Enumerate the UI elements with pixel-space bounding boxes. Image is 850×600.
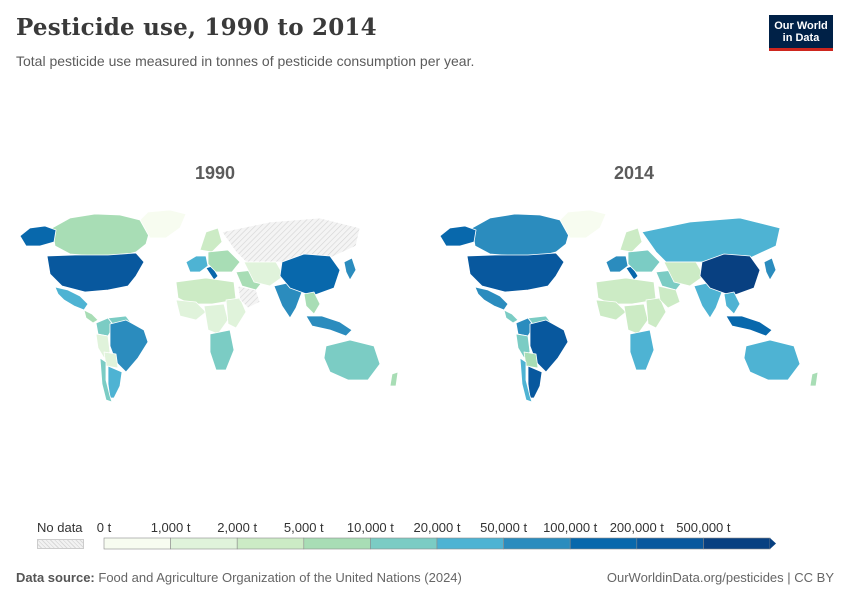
legend-label-9: 500,000 t: [676, 520, 731, 535]
region-2014-eastern-europe[interactable]: [627, 249, 661, 273]
region-2014-scandinavia[interactable]: [619, 227, 643, 253]
region-1990-central-america[interactable]: [83, 309, 99, 324]
legend-label-5: 20,000 t: [413, 520, 461, 535]
region-2014-central-asia[interactable]: [663, 261, 705, 287]
legend-arrow: [770, 538, 776, 549]
region-1990-brazil[interactable]: [109, 319, 149, 373]
region-1990-central-africa[interactable]: [203, 303, 229, 335]
legend-bin-2[interactable]: [236, 537, 305, 550]
region-2014-argentina[interactable]: [527, 365, 543, 399]
credit-link[interactable]: OurWorldinData.org/pesticides | CC BY: [606, 570, 834, 585]
region-1990-canada[interactable]: [51, 213, 151, 257]
region-1990-western-europe[interactable]: [185, 255, 209, 273]
region-1990-australia[interactable]: [323, 339, 381, 381]
region-2014-italy[interactable]: [625, 265, 639, 281]
region-1990-china[interactable]: [279, 253, 341, 297]
region-2014-southeast-asia[interactable]: [723, 291, 741, 315]
legend: [103, 537, 776, 550]
legend-bin-8[interactable]: [636, 537, 704, 550]
region-2014-western-europe[interactable]: [605, 255, 629, 273]
legend-label-0: 0 t: [96, 520, 112, 535]
legend-no-data-swatch[interactable]: [37, 539, 84, 549]
region-1990-united-states[interactable]: [46, 252, 145, 293]
region-1990-new-zealand[interactable]: [389, 371, 399, 387]
region-1990-alaska[interactable]: [19, 225, 57, 247]
region-2014-australia[interactable]: [743, 339, 801, 381]
legend-bin-0[interactable]: [103, 537, 171, 550]
region-1990-saudi-arabia[interactable]: [237, 285, 261, 309]
owid-logo[interactable]: Our World in Data: [769, 15, 833, 51]
map-1990: [19, 209, 399, 403]
region-2014-russia[interactable]: [641, 217, 781, 263]
region-1990-indonesia[interactable]: [305, 315, 353, 337]
region-1990-scandinavia[interactable]: [199, 227, 223, 253]
region-2014-greenland[interactable]: [559, 209, 607, 239]
region-1990-north-africa[interactable]: [175, 277, 237, 305]
region-1990-greenland[interactable]: [139, 209, 187, 239]
logo-line-2: in Data: [782, 32, 820, 44]
region-2014-japan[interactable]: [763, 257, 777, 281]
region-2014-new-zealand[interactable]: [809, 371, 819, 387]
region-1990-italy[interactable]: [205, 265, 219, 281]
legend-bin-4[interactable]: [370, 537, 438, 550]
chart-title: Pesticide use, 1990 to 2014: [16, 14, 377, 41]
region-1990-central-asia[interactable]: [243, 261, 285, 287]
region-1990-southeast-asia[interactable]: [303, 291, 321, 315]
region-1990-west-africa[interactable]: [175, 299, 207, 321]
data-source-text[interactable]: Food and Agriculture Organization of the…: [98, 570, 462, 585]
legend-no-data-label: No data: [37, 520, 83, 535]
legend-label-7: 100,000 t: [543, 520, 598, 535]
region-2014-saudi-arabia[interactable]: [657, 285, 681, 309]
region-2014-canada[interactable]: [471, 213, 571, 257]
region-1990-japan[interactable]: [343, 257, 357, 281]
region-2014-north-africa[interactable]: [595, 277, 657, 305]
legend-label-2: 2,000 t: [217, 520, 258, 535]
legend-label-1: 1,000 t: [150, 520, 191, 535]
region-1990-russia[interactable]: [221, 217, 361, 263]
region-2014-chile[interactable]: [519, 357, 533, 403]
map-1990-title: 1990: [194, 163, 236, 183]
map-2014: [439, 209, 819, 403]
region-2014-central-africa[interactable]: [623, 303, 649, 335]
region-2014-united-states[interactable]: [466, 252, 565, 293]
legend-bin-7[interactable]: [569, 537, 638, 550]
region-2014-china[interactable]: [699, 253, 761, 297]
legend-label-8: 200,000 t: [609, 520, 664, 535]
legend-label-6: 50,000 t: [480, 520, 528, 535]
region-2014-alaska[interactable]: [439, 225, 477, 247]
data-source: Data source: Food and Agriculture Organi…: [16, 570, 462, 585]
region-2014-indonesia[interactable]: [725, 315, 773, 337]
region-2014-east-africa[interactable]: [645, 297, 667, 329]
logo-line-1: Our World: [774, 20, 828, 32]
region-2014-brazil[interactable]: [529, 319, 569, 373]
region-1990-eastern-europe[interactable]: [207, 249, 241, 273]
legend-bin-3[interactable]: [303, 537, 371, 550]
region-2014-southern-africa[interactable]: [629, 329, 655, 371]
legend-label-4: 10,000 t: [346, 520, 394, 535]
map-2014-title: 2014: [613, 163, 655, 183]
chart-subtitle: Total pesticide use measured in tonnes o…: [16, 53, 475, 69]
legend-bin-6[interactable]: [503, 537, 571, 550]
region-1990-east-africa[interactable]: [225, 297, 247, 329]
legend-bin-5[interactable]: [436, 537, 504, 550]
data-source-label: Data source:: [16, 570, 95, 585]
region-1990-chile[interactable]: [99, 357, 113, 403]
legend-label-3: 5,000 t: [283, 520, 324, 535]
region-2014-west-africa[interactable]: [595, 299, 627, 321]
region-1990-southern-africa[interactable]: [209, 329, 235, 371]
region-1990-argentina[interactable]: [107, 365, 123, 399]
legend-bin-9[interactable]: [703, 537, 771, 550]
legend-bin-1[interactable]: [170, 537, 238, 550]
region-2014-central-america[interactable]: [503, 309, 519, 324]
